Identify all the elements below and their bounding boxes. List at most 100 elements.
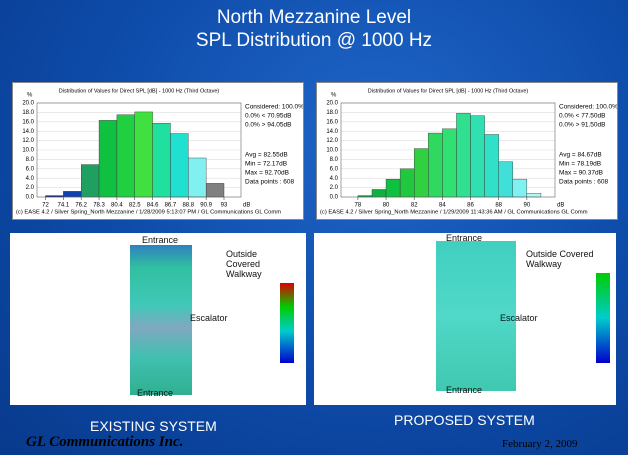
x-tick-label: 78.3 bbox=[93, 203, 105, 209]
x-tick-label: 78 bbox=[355, 203, 362, 209]
x-tick-label: 80.4 bbox=[111, 203, 123, 209]
x-tick-label: 88 bbox=[495, 203, 502, 209]
y-tick-label: 10.0 bbox=[22, 148, 34, 154]
title-line: North Mezzanine Level bbox=[216, 7, 412, 28]
footer: (c) EASE 4.2 / Silver Spring_North Mezza… bbox=[320, 210, 588, 216]
stat: Min = 78.19dB bbox=[559, 161, 601, 168]
x-tick-label: 86 bbox=[467, 203, 474, 209]
y-axis-label: % bbox=[331, 93, 337, 99]
bar bbox=[80, 164, 100, 198]
y-tick-label: 20.0 bbox=[326, 101, 338, 107]
bar bbox=[116, 114, 135, 198]
chart-title: Distribution of Values for Direct SPL [d… bbox=[59, 88, 220, 94]
label: Entrance bbox=[446, 385, 483, 395]
y-tick-label: 6.0 bbox=[330, 166, 339, 172]
y-tick-label: 14.0 bbox=[326, 129, 338, 135]
y-tick-label: 6.0 bbox=[26, 166, 35, 172]
x-tick-label: 88.8 bbox=[182, 203, 194, 209]
x-tick-label: 82.5 bbox=[129, 203, 141, 209]
label: Outside Covered Walkway bbox=[226, 249, 262, 279]
x-axis-label: dB bbox=[557, 203, 564, 209]
plot-frame bbox=[340, 102, 556, 198]
bar bbox=[385, 178, 401, 198]
stat: 0.0% < 70.95dB bbox=[245, 113, 291, 120]
y-tick-label: 0.0 bbox=[330, 195, 339, 201]
y-tick-label: 4.0 bbox=[330, 176, 339, 182]
heatmap bbox=[130, 245, 192, 395]
bar bbox=[63, 191, 82, 198]
y-tick-label: 4.0 bbox=[26, 176, 35, 182]
plot-frame bbox=[36, 102, 242, 198]
x-tick-label: 84.6 bbox=[147, 203, 159, 209]
bar bbox=[134, 111, 153, 198]
stat: Considered: 100.0% bbox=[559, 104, 618, 111]
x-tick-label: 90 bbox=[523, 203, 530, 209]
bar bbox=[188, 157, 207, 198]
bar bbox=[428, 132, 443, 198]
x-tick-label: 72 bbox=[42, 203, 49, 209]
heatmap bbox=[436, 241, 516, 391]
footer: (c) EASE 4.2 / Silver Spring_North Mezza… bbox=[16, 210, 281, 216]
chart-title: Distribution of Values for Direct SPL [d… bbox=[368, 88, 529, 94]
x-tick-label: 74.1 bbox=[58, 203, 70, 209]
heatmap-panel: Entrance Outside Covered Walkway Escalat… bbox=[314, 233, 616, 405]
bar bbox=[371, 189, 387, 198]
x-tick-label: 84 bbox=[439, 203, 446, 209]
label: Entrance bbox=[137, 388, 174, 398]
bar bbox=[399, 168, 415, 198]
x-tick-label: 76.2 bbox=[75, 203, 87, 209]
y-tick-label: 10.0 bbox=[326, 148, 338, 154]
stat: Min = 72.17dB bbox=[245, 161, 287, 168]
bar bbox=[442, 128, 457, 198]
x-tick-label: 82 bbox=[411, 203, 418, 209]
bar bbox=[526, 193, 542, 198]
bar bbox=[170, 133, 189, 198]
x-tick-label: 90.9 bbox=[200, 203, 212, 209]
slide-title: North Mezzanine Level SPL Distribution @… bbox=[0, 6, 628, 52]
stat: Avg = 84.67dB bbox=[559, 152, 602, 159]
date: February 2, 2009 bbox=[502, 438, 578, 450]
bar bbox=[205, 183, 225, 198]
label: Entrance bbox=[446, 233, 483, 243]
stat: Data points : 608 bbox=[559, 179, 609, 186]
bar bbox=[484, 134, 499, 198]
y-tick-label: 16.0 bbox=[22, 119, 34, 125]
histogram-panel: Distribution of Values for Direct SPL [d… bbox=[316, 82, 618, 220]
y-tick-label: 12.0 bbox=[22, 138, 34, 144]
stat: 0.0% < 77.50dB bbox=[559, 113, 605, 120]
stat: 0.0% > 94.05dB bbox=[245, 122, 291, 129]
bar bbox=[512, 178, 528, 198]
color-scale bbox=[596, 273, 610, 363]
histogram-panel: Distribution of Values for Direct SPL [d… bbox=[12, 82, 304, 220]
bar bbox=[414, 148, 429, 198]
y-tick-label: 20.0 bbox=[22, 101, 34, 107]
y-tick-label: 12.0 bbox=[326, 138, 338, 144]
bar bbox=[470, 115, 485, 198]
stat: Data points : 608 bbox=[245, 179, 295, 186]
bar bbox=[456, 113, 471, 198]
y-axis-label: % bbox=[27, 93, 33, 99]
stat: 0.0% > 91.50dB bbox=[559, 122, 605, 129]
bar bbox=[152, 123, 171, 198]
label: Escalator bbox=[190, 313, 228, 323]
x-tick-label: 93 bbox=[221, 203, 228, 209]
label: Outside Covered Walkway bbox=[526, 249, 594, 269]
y-tick-label: 8.0 bbox=[330, 157, 339, 163]
caption: EXISTING SYSTEM bbox=[90, 418, 217, 434]
y-tick-label: 16.0 bbox=[326, 119, 338, 125]
stat: Max = 90.37dB bbox=[559, 170, 603, 177]
heatmap-panel: Entrance Outside Covered Walkway Escalat… bbox=[10, 233, 306, 405]
label: Escalator bbox=[500, 313, 538, 323]
stat: Avg = 82.55dB bbox=[245, 152, 288, 159]
label: Entrance bbox=[142, 235, 179, 245]
color-scale bbox=[280, 283, 294, 363]
y-tick-label: 2.0 bbox=[26, 185, 35, 191]
y-tick-label: 18.0 bbox=[326, 110, 338, 116]
stat: Considered: 100.0% bbox=[245, 104, 304, 111]
title-line: SPL Distribution @ 1000 Hz bbox=[195, 30, 433, 51]
company: GL Communications Inc. bbox=[26, 434, 184, 450]
caption: PROPOSED SYSTEM bbox=[394, 412, 535, 428]
y-tick-label: 2.0 bbox=[330, 185, 339, 191]
y-tick-label: 8.0 bbox=[26, 157, 35, 163]
